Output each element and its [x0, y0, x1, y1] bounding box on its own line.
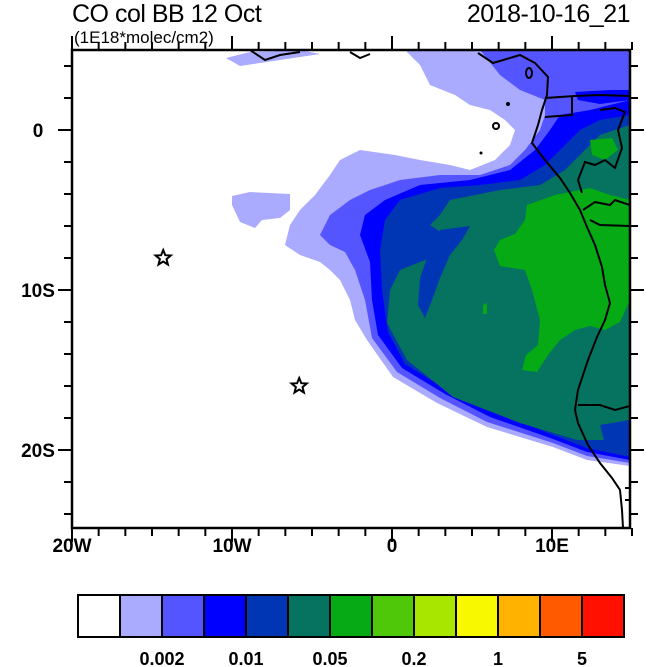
colorbar-label: 0.002	[139, 649, 184, 667]
colorbar-swatch	[287, 594, 331, 638]
plot-datetime: 2018-10-16_21	[466, 0, 631, 28]
colorbar-swatch	[581, 594, 625, 638]
colorbar-swatch	[161, 594, 205, 638]
colorbar-swatch	[329, 594, 373, 638]
contour-level-3b	[575, 90, 630, 104]
colorbar-label: 0.2	[401, 649, 426, 667]
x-tick-label: 10E	[535, 536, 569, 557]
x-tick-label: 20W	[52, 536, 91, 557]
colorbar-labels: 0.002 0.01 0.05 0.2 1 5	[139, 649, 587, 667]
colorbar-label: 1	[493, 649, 503, 667]
colorbar-swatch	[77, 594, 121, 638]
plot-units: (1E18*molec/cm2)	[74, 28, 214, 47]
contour-level-6	[494, 188, 630, 372]
colorbar-swatch	[539, 594, 583, 638]
colorbar-swatch	[119, 594, 163, 638]
colorbar-swatch	[245, 594, 289, 638]
star-marker-icon	[153, 247, 174, 267]
colorbar-swatch	[455, 594, 499, 638]
colorbar-swatch	[371, 594, 415, 638]
contour-level-1b	[232, 192, 290, 228]
coastline	[249, 50, 630, 528]
colorbar	[77, 594, 625, 638]
star-marker-icon	[289, 375, 310, 395]
colorbar-swatch	[203, 594, 247, 638]
y-tick-label: 20S	[21, 441, 55, 462]
colorbar-swatch	[413, 594, 457, 638]
plot-title: CO col BB 12 Oct	[72, 0, 262, 28]
x-tick-label: 0	[387, 536, 398, 557]
colorbar-label: 5	[577, 649, 587, 667]
contour-level-6c	[483, 303, 487, 314]
colorbar-label: 0.05	[312, 649, 347, 667]
colorbar-label: 0.01	[228, 649, 263, 667]
y-tick-label: 0	[33, 121, 44, 142]
contour-level-6b	[590, 138, 618, 160]
co-field	[72, 50, 630, 528]
x-tick-label: 10W	[212, 536, 251, 557]
contour-level-4b	[418, 226, 470, 318]
axis-ticks	[58, 36, 644, 542]
y-tick-label: 10S	[21, 281, 55, 302]
contour-level-4c	[600, 420, 630, 447]
colorbar-swatch	[497, 594, 541, 638]
